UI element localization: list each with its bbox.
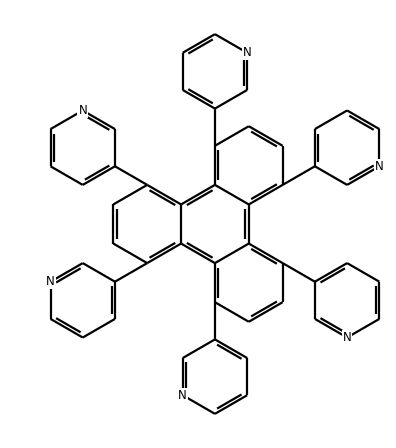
Text: N: N [243, 46, 251, 59]
Text: N: N [343, 331, 352, 344]
Text: N: N [178, 389, 187, 402]
Text: N: N [46, 275, 55, 288]
Text: N: N [375, 160, 384, 173]
Text: N: N [78, 104, 87, 117]
